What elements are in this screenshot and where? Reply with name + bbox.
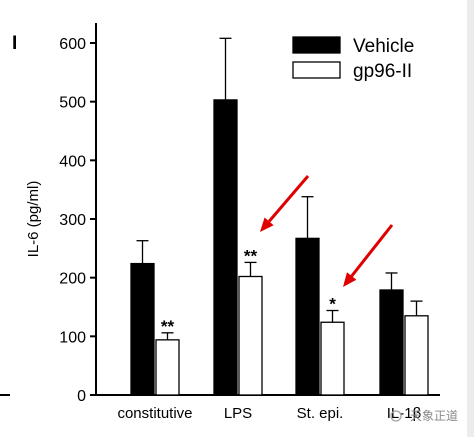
y-tick-label: 400 (59, 153, 86, 170)
bar-vehicle-st-epi- (295, 237, 320, 396)
bar-gp96-ii-constitutive (155, 339, 180, 396)
legend-label: gp96-II (353, 61, 412, 82)
y-tick-label: 300 (59, 212, 86, 229)
watermark-text: 天象正道 (410, 409, 458, 423)
legend-swatch (292, 36, 341, 54)
y-tick-label: 0 (77, 388, 86, 405)
significance-label: ** (244, 246, 258, 265)
legend-label: Vehicle (353, 36, 414, 57)
y-axis-label: IL-6 (pg/ml) (25, 181, 42, 258)
y-tick-label: 500 (59, 95, 86, 112)
x-tick-label: St. epi. (297, 405, 344, 422)
bar-vehicle-lps (213, 99, 238, 396)
x-tick-label: IL-1β (387, 405, 422, 422)
y-tick-label: 200 (59, 271, 86, 288)
axes: 0 100 200 300 400 500 600 IL-6 (pg/ml) constitut… (25, 23, 440, 422)
x-tick-label: LPS (224, 405, 252, 422)
legend: Vehicle gp96-II (292, 36, 414, 82)
bar-gp96-ii-st-epi- (320, 321, 345, 396)
significance-label: * (329, 295, 336, 314)
error-bars (136, 37, 423, 340)
arrow-shaft (267, 175, 310, 223)
legend-swatch (292, 61, 341, 79)
x-tick-label: constitutive (117, 405, 192, 422)
misc: I 天象正道 (0, 33, 458, 423)
y-tick-label: 600 (59, 36, 86, 53)
y-tick-label: 100 (59, 329, 86, 346)
red-arrows (260, 175, 394, 287)
arrow-head (260, 217, 274, 232)
bars (130, 99, 429, 396)
bar-vehicle-il-1- (379, 289, 404, 396)
bar-gp96-ii-il-1- (404, 315, 429, 396)
bar-gp96-ii-lps (238, 275, 263, 396)
panel-letter: I (12, 33, 17, 54)
right-edge-strip (467, 0, 474, 437)
arrow-head (343, 272, 357, 287)
arrow-shaft (350, 224, 394, 277)
annotations: ***** (161, 246, 336, 335)
significance-label: ** (161, 317, 175, 336)
watermark-icon (390, 410, 402, 422)
bar-vehicle-constitutive (130, 262, 155, 396)
